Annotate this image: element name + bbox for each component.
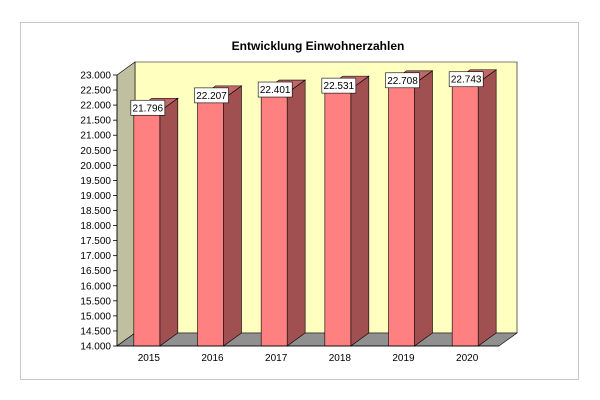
data-label-box	[130, 99, 166, 116]
y-tick-label: 20.000	[80, 161, 111, 172]
y-tick-label: 22.500	[80, 86, 111, 97]
x-tick-label: 2019	[392, 353, 415, 364]
data-label-box	[257, 81, 293, 98]
bar-front	[388, 83, 415, 347]
data-label-box	[385, 72, 420, 89]
x-tick-label: 2015	[138, 353, 161, 364]
bar-front	[324, 88, 352, 347]
bar-front	[451, 82, 479, 347]
x-tick-label: 2016	[201, 353, 224, 364]
bar-2017: 22.401	[257, 79, 307, 347]
y-tick-label: 21.500	[80, 116, 111, 127]
y-tick-label: 18.000	[80, 221, 111, 232]
bars: 21.796 22.207 22.401 22.531 22.708 22.743	[130, 69, 498, 347]
y-tick-label: 15.500	[80, 296, 111, 307]
y-tick-label: 16.000	[80, 281, 111, 292]
chart-frame: Entwicklung Einwohnerzahlen 14.000 14.500…	[20, 22, 579, 380]
x-tick-label: 2018	[329, 353, 352, 364]
data-label-box	[321, 77, 357, 94]
y-axis: 14.000 14.500 15.000 15.500 16.000 16.500 17.0…	[80, 71, 118, 353]
bar-2015: 21.796	[130, 97, 179, 347]
bar-2019: 22.708	[385, 70, 434, 347]
bar-chart: Entwicklung Einwohnerzahlen 14.000 14.500…	[80, 39, 518, 364]
y-tick-label: 21.000	[80, 131, 111, 142]
x-axis: 2015 2016 2017 2018 2019 2020	[117, 345, 499, 364]
data-label: 22.531	[324, 81, 355, 92]
data-label-box	[194, 87, 229, 104]
y-tick-label: 18.500	[80, 206, 111, 217]
bar-side	[414, 70, 433, 347]
bar-side	[350, 75, 370, 347]
y-tick-label: 16.500	[80, 266, 111, 277]
y-tick-label: 15.000	[80, 311, 111, 322]
bar-2018: 22.531	[321, 75, 370, 347]
chart-title: Entwicklung Einwohnerzahlen	[232, 39, 405, 53]
data-label: 22.708	[387, 76, 418, 87]
y-tick-label: 19.000	[80, 191, 111, 202]
bar-side	[477, 69, 497, 347]
bar-2020: 22.743	[448, 69, 498, 347]
data-label-box	[448, 71, 484, 88]
y-tick-label: 19.500	[80, 176, 111, 187]
y-tick-label: 17.500	[80, 236, 111, 247]
y-tick-label: 17.000	[80, 251, 111, 262]
data-label: 21.796	[133, 103, 164, 114]
y-tick-label: 23.000	[80, 71, 111, 82]
data-label: 22.207	[196, 91, 227, 102]
bar-side	[223, 85, 242, 347]
y-tick-label: 14.500	[80, 326, 111, 337]
data-label: 22.401	[260, 85, 291, 96]
bar-side	[286, 79, 306, 347]
x-tick-label: 2017	[265, 353, 288, 364]
bar-side	[159, 97, 179, 347]
y-tick-label: 22.000	[80, 101, 111, 112]
bar-2016: 22.207	[194, 85, 243, 347]
bar-front	[197, 98, 224, 347]
y-tick-label: 20.500	[80, 146, 111, 157]
y-tick-label: 14.000	[80, 342, 111, 353]
x-tick-label: 2020	[456, 353, 479, 364]
bar-front	[133, 110, 161, 347]
data-label: 22.743	[451, 75, 482, 86]
bar-front	[260, 92, 288, 347]
